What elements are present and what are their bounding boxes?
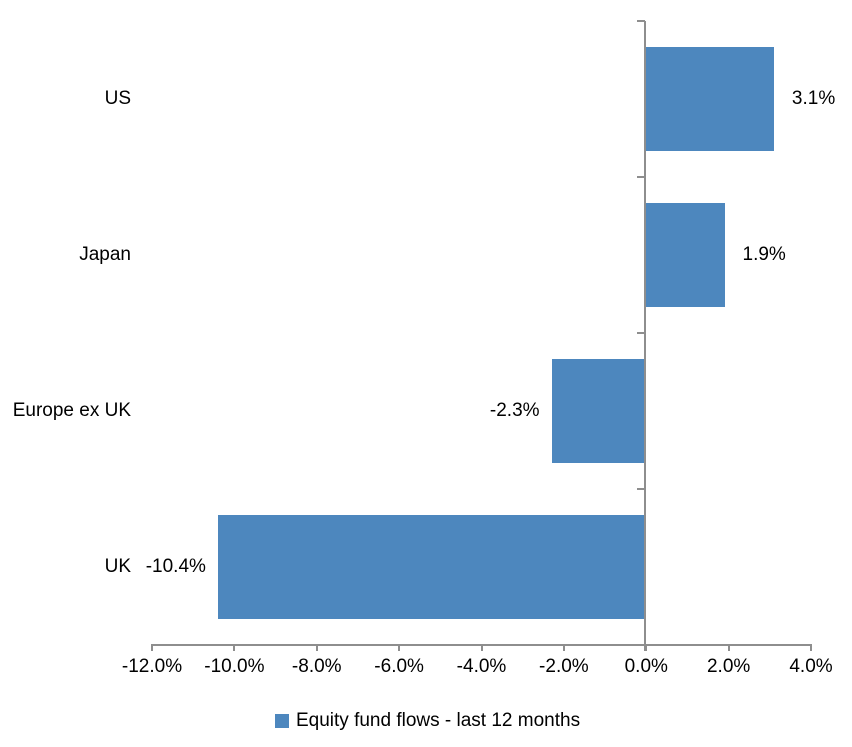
x-axis-tick	[480, 644, 483, 651]
category-label: Japan	[79, 244, 131, 265]
x-tick-label: -12.0%	[121, 656, 183, 677]
x-axis-tick	[151, 644, 153, 651]
x-axis-tick	[727, 644, 730, 651]
legend-label: Equity fund flows - last 12 months	[296, 710, 581, 731]
x-tick-label: -2.0%	[539, 656, 589, 677]
bar	[646, 203, 725, 307]
x-axis-tick	[562, 644, 565, 651]
y-axis-line	[644, 21, 647, 651]
x-axis-tick	[398, 644, 401, 651]
category-label: US	[104, 88, 131, 109]
bar-value-label: -10.4%	[145, 556, 206, 577]
bar	[646, 47, 774, 151]
x-tick-label: 0.0%	[624, 656, 668, 677]
x-tick-label: -10.0%	[204, 656, 265, 677]
bar	[217, 515, 647, 619]
x-tick-label: -6.0%	[374, 656, 424, 677]
category-label: UK	[104, 556, 131, 577]
y-axis-tick	[637, 176, 646, 178]
x-tick-label: -4.0%	[456, 656, 507, 677]
x-tick-label: 2.0%	[706, 656, 751, 677]
bar	[551, 359, 647, 463]
chart-legend: Equity fund flows - last 12 months	[275, 710, 580, 732]
x-tick-label: 4.0%	[789, 656, 833, 677]
y-axis-tick	[637, 488, 646, 490]
x-axis-tick	[233, 644, 236, 651]
x-axis-tick	[645, 644, 648, 651]
x-axis-tick	[315, 644, 318, 651]
y-axis-tick	[637, 332, 646, 334]
legend-swatch	[275, 714, 289, 728]
bar-value-label: 1.9%	[742, 244, 786, 265]
bar-value-label: -2.3%	[489, 400, 540, 421]
bar-value-label: 3.1%	[791, 88, 836, 109]
y-axis-tick	[637, 20, 646, 22]
x-tick-label: -8.0%	[291, 656, 342, 677]
x-axis-tick	[810, 644, 812, 651]
category-label: Europe ex UK	[12, 400, 131, 421]
